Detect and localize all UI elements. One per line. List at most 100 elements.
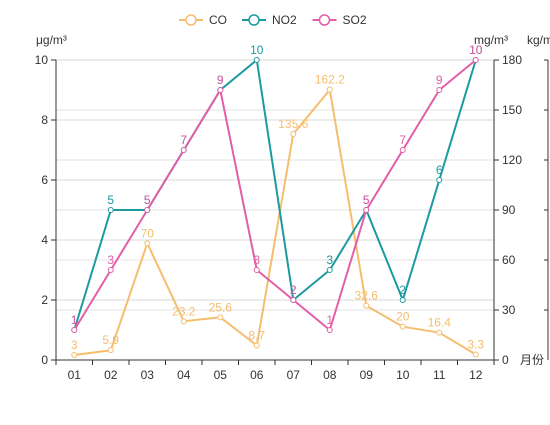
data-point-co[interactable] <box>363 302 370 309</box>
data-point-co[interactable] <box>71 352 78 358</box>
data-label-co: 3.3 <box>467 338 484 352</box>
x-tick-label: 01 <box>68 368 82 382</box>
data-point-co[interactable] <box>399 323 406 330</box>
y-right-tick-label: 30 <box>502 303 516 317</box>
y-right-tick-label: 180 <box>502 53 522 67</box>
legend-label-so2[interactable]: SO2 <box>343 13 367 27</box>
data-label-so2: 10 <box>469 43 483 57</box>
data-point-co[interactable] <box>180 318 187 325</box>
legend-marker-co[interactable] <box>185 14 197 26</box>
data-label-co: 25.6 <box>209 300 233 314</box>
data-label-co: 3 <box>71 338 78 352</box>
x-axis-suffix-label: 月份 <box>520 353 544 367</box>
data-label-co: 32.6 <box>355 289 379 303</box>
data-label-so2: 7 <box>180 133 187 147</box>
data-label-no2: 10 <box>469 43 483 57</box>
x-tick-label: 05 <box>214 368 228 382</box>
y-right-tick-label: 120 <box>502 153 522 167</box>
y-left-tick-label: 0 <box>41 353 48 367</box>
data-point-so2[interactable] <box>399 147 406 153</box>
data-label-no2: 5 <box>363 193 370 207</box>
data-label-no2: 7 <box>180 133 187 147</box>
data-label-no2: 6 <box>436 163 443 177</box>
y-left-tick-label: 8 <box>41 113 48 127</box>
y-left-tick-label: 4 <box>41 233 48 247</box>
data-point-co[interactable] <box>253 342 260 349</box>
data-label-co: 8.7 <box>248 329 265 343</box>
data-point-so2[interactable] <box>144 207 151 213</box>
data-label-co: 135.6 <box>278 117 308 131</box>
data-label-no2: 5 <box>144 193 151 207</box>
data-label-so2: 5 <box>144 193 151 207</box>
y-right-tick-label: 0 <box>502 353 509 367</box>
data-label-so2: 3 <box>253 253 260 267</box>
data-point-so2[interactable] <box>71 327 78 333</box>
data-label-co: 5.9 <box>102 333 119 347</box>
data-point-no2[interactable] <box>107 207 114 213</box>
data-point-co[interactable] <box>144 240 151 247</box>
data-label-no2: 10 <box>250 43 264 57</box>
data-point-so2[interactable] <box>363 207 370 213</box>
data-label-so2: 3 <box>107 253 114 267</box>
x-tick-label: 11 <box>433 368 446 382</box>
y-left-axis-label: μg/m³ <box>36 33 67 47</box>
x-tick-label: 10 <box>396 368 410 382</box>
data-point-co[interactable] <box>107 347 114 354</box>
data-point-co[interactable] <box>436 329 443 336</box>
legend-label-no2[interactable]: NO2 <box>272 13 297 27</box>
data-point-co[interactable] <box>472 351 479 358</box>
data-label-co: 20 <box>396 310 410 324</box>
data-label-so2: 1 <box>71 313 78 327</box>
data-point-no2[interactable] <box>253 57 260 63</box>
y-left-tick-label: 6 <box>41 173 48 187</box>
data-point-so2[interactable] <box>472 57 479 63</box>
data-label-so2: 2 <box>290 283 297 297</box>
data-label-no2: 1 <box>71 313 78 327</box>
legend-marker-no2[interactable] <box>248 14 260 26</box>
data-point-no2[interactable] <box>399 297 406 303</box>
data-point-so2[interactable] <box>217 87 224 93</box>
data-point-so2[interactable] <box>180 147 187 153</box>
data-point-so2[interactable] <box>253 267 260 273</box>
data-point-no2[interactable] <box>436 177 443 183</box>
data-label-co: 70 <box>141 226 155 240</box>
data-point-so2[interactable] <box>290 297 297 303</box>
data-label-so2: 9 <box>436 73 443 87</box>
x-tick-label: 06 <box>250 368 264 382</box>
x-tick-label: 03 <box>141 368 155 382</box>
data-point-so2[interactable] <box>107 267 114 273</box>
data-point-so2[interactable] <box>326 327 333 333</box>
data-point-so2[interactable] <box>436 87 443 93</box>
data-point-no2[interactable] <box>326 267 333 273</box>
y-left-tick-label: 2 <box>41 293 48 307</box>
y-right-axis-label: mg/m³ <box>474 33 508 47</box>
legend-marker-so2[interactable] <box>318 14 331 26</box>
y-left-tick-label: 10 <box>35 53 49 67</box>
data-label-so2: 5 <box>363 193 370 207</box>
x-tick-label: 08 <box>323 368 337 382</box>
data-label-no2: 9 <box>217 73 224 87</box>
data-point-co[interactable] <box>326 86 333 93</box>
x-tick-label: 04 <box>177 368 191 382</box>
series-line-no2 <box>73 59 477 331</box>
data-label-no2: 2 <box>290 283 297 297</box>
data-point-co[interactable] <box>290 131 297 137</box>
data-label-co: 16.4 <box>428 316 452 330</box>
data-label-co: 23.2 <box>172 304 196 318</box>
data-label-no2: 3 <box>326 253 333 267</box>
y-right-tick-label: 90 <box>502 203 516 217</box>
x-tick-label: 07 <box>287 368 301 382</box>
data-label-so2: 7 <box>399 133 406 147</box>
y-right2-axis-label: kg/m <box>527 33 550 47</box>
x-tick-label: 02 <box>104 368 118 382</box>
data-label-so2: 1 <box>326 313 333 327</box>
x-tick-label: 12 <box>469 368 483 382</box>
data-point-co[interactable] <box>217 314 224 321</box>
x-tick-label: 09 <box>360 368 374 382</box>
series-line-so2 <box>73 59 477 331</box>
y-right-tick-label: 150 <box>502 103 522 117</box>
data-label-co: 162.2 <box>315 73 345 87</box>
legend-label-co[interactable]: CO <box>209 13 227 27</box>
